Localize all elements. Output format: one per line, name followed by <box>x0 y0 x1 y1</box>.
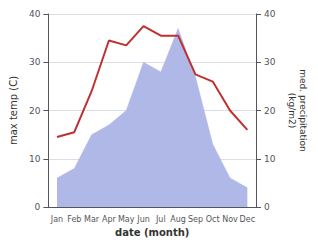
svg-text:40: 40 <box>29 9 41 19</box>
svg-text:Apr: Apr <box>102 215 117 224</box>
svg-text:Dec: Dec <box>240 215 255 224</box>
svg-text:0: 0 <box>264 202 270 212</box>
svg-text:date (month): date (month) <box>115 227 189 238</box>
svg-text:Mar: Mar <box>84 215 100 224</box>
svg-text:20: 20 <box>264 106 276 116</box>
svg-text:(kg/m2): (kg/m2) <box>287 93 297 128</box>
svg-text:20: 20 <box>29 106 41 116</box>
svg-text:Nov: Nov <box>222 215 238 224</box>
svg-text:Jun: Jun <box>136 215 150 224</box>
svg-text:Oct: Oct <box>206 215 220 224</box>
svg-text:med. precipitation: med. precipitation <box>298 69 308 151</box>
svg-text:May: May <box>118 215 135 224</box>
svg-text:40: 40 <box>264 9 276 19</box>
svg-text:Jul: Jul <box>155 215 166 224</box>
svg-text:Aug: Aug <box>170 215 186 224</box>
svg-text:30: 30 <box>29 57 41 67</box>
svg-text:Feb: Feb <box>67 215 81 224</box>
svg-text:10: 10 <box>264 154 276 164</box>
svg-text:30: 30 <box>264 57 276 67</box>
svg-text:0: 0 <box>35 202 41 212</box>
svg-text:10: 10 <box>29 154 41 164</box>
svg-text:Jan: Jan <box>50 215 63 224</box>
svg-text:max temp (C): max temp (C) <box>8 76 19 145</box>
svg-text:Sep: Sep <box>188 215 203 224</box>
